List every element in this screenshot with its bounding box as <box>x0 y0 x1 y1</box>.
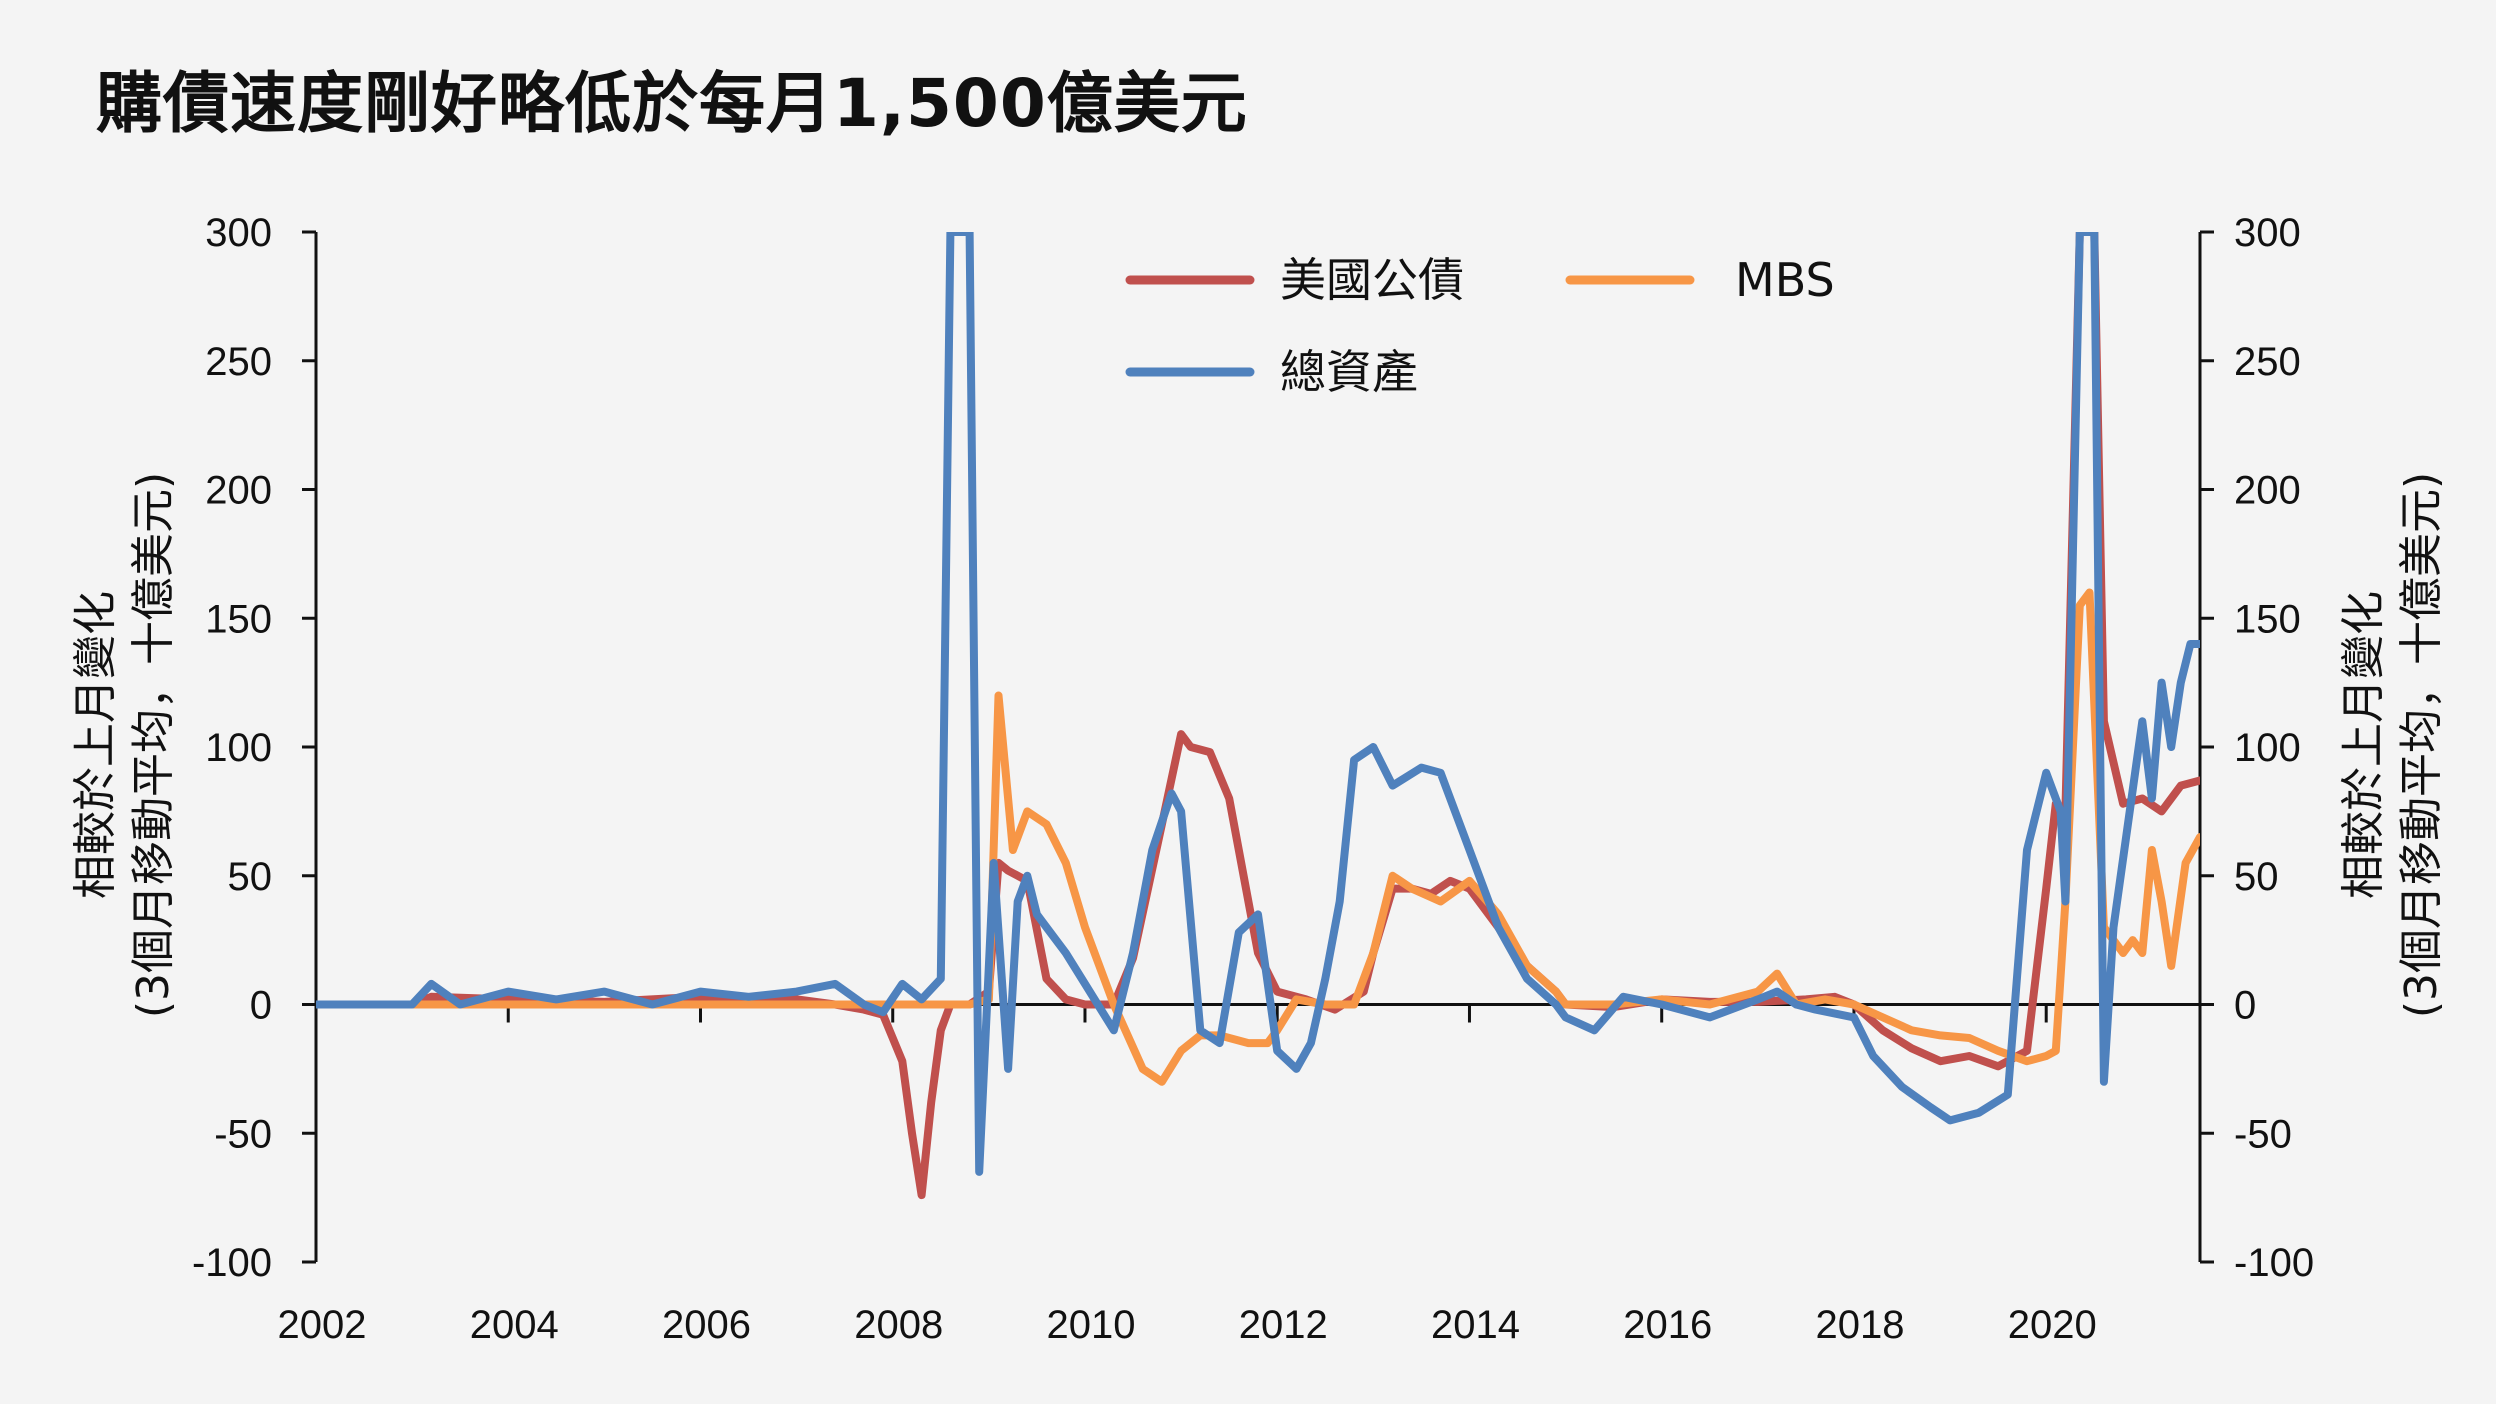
x-tick-label: 2004 <box>470 1303 559 1347</box>
legend-label-treasury: 美國公債 <box>1280 253 1464 307</box>
axes: 300 250 200 150 100 50 0 -50 -100 300 250 200 150 100… <box>192 211 2314 1347</box>
y-tick-label-left: 250 <box>205 340 272 384</box>
x-tick-label: 2012 <box>1239 1303 1328 1347</box>
chart-title: 購債速度剛好略低於每月1,500億美元 <box>96 65 1248 142</box>
x-tick-label: 2010 <box>1046 1303 1135 1347</box>
y-tick-label-left: 0 <box>250 984 272 1028</box>
y-tick-label-right: 200 <box>2234 469 2301 513</box>
y-tick-label-left: -50 <box>214 1112 272 1156</box>
series-line-total <box>316 232 2200 1176</box>
series-line-treasury <box>316 232 2200 1200</box>
y-tick-label-right: 250 <box>2234 340 2301 384</box>
series-group <box>316 232 2200 1200</box>
x-tick-label: 2020 <box>2008 1303 2097 1347</box>
y-tick-label-left: 100 <box>205 726 272 770</box>
series-line-mbs <box>316 588 2200 1086</box>
y-tick-label-right: 50 <box>2234 855 2279 899</box>
y-tick-label-right: 100 <box>2234 726 2301 770</box>
y-tick-label-right: 150 <box>2234 597 2301 641</box>
y-axis-label-left-line1: 相較於上月變化 <box>70 591 121 899</box>
x-tick-label: 2006 <box>662 1303 751 1347</box>
x-tick-label: 2018 <box>1815 1303 1904 1347</box>
y-tick-label-right: 300 <box>2234 211 2301 255</box>
y-tick-label-left: 150 <box>205 597 272 641</box>
y-tick-label-left: 50 <box>228 855 273 899</box>
y-tick-label-left: -100 <box>192 1241 272 1285</box>
x-tick-label: 2002 <box>278 1303 367 1347</box>
legend: 美國公債 MBS 總資產 <box>1125 253 1835 399</box>
y-tick-label-left: 300 <box>205 211 272 255</box>
y-axis-label-left-line2: (3個月移動平均，十億美元) <box>128 472 179 1018</box>
y-tick-label-right: -50 <box>2234 1112 2292 1156</box>
y-tick-label-right: 0 <box>2234 984 2256 1028</box>
y-tick-label-left: 200 <box>205 469 272 513</box>
x-tick-label: 2008 <box>854 1303 943 1347</box>
y-axis-label-right: 相較於上月變化 (3個月移動平均，十億美元) <box>2338 472 2447 1018</box>
y-axis-label-left: 相較於上月變化 (3個月移動平均，十億美元) <box>70 472 179 1018</box>
legend-label-mbs: MBS <box>1735 253 1835 307</box>
x-tick-label: 2014 <box>1431 1303 1520 1347</box>
legend-label-total: 總資產 <box>1280 345 1418 399</box>
y-axis-label-right-line2: (3個月移動平均，十億美元) <box>2396 472 2447 1018</box>
y-tick-label-right: -100 <box>2234 1241 2314 1285</box>
x-tick-label: 2016 <box>1623 1303 1712 1347</box>
y-axis-label-right-line1: 相較於上月變化 <box>2338 591 2389 899</box>
